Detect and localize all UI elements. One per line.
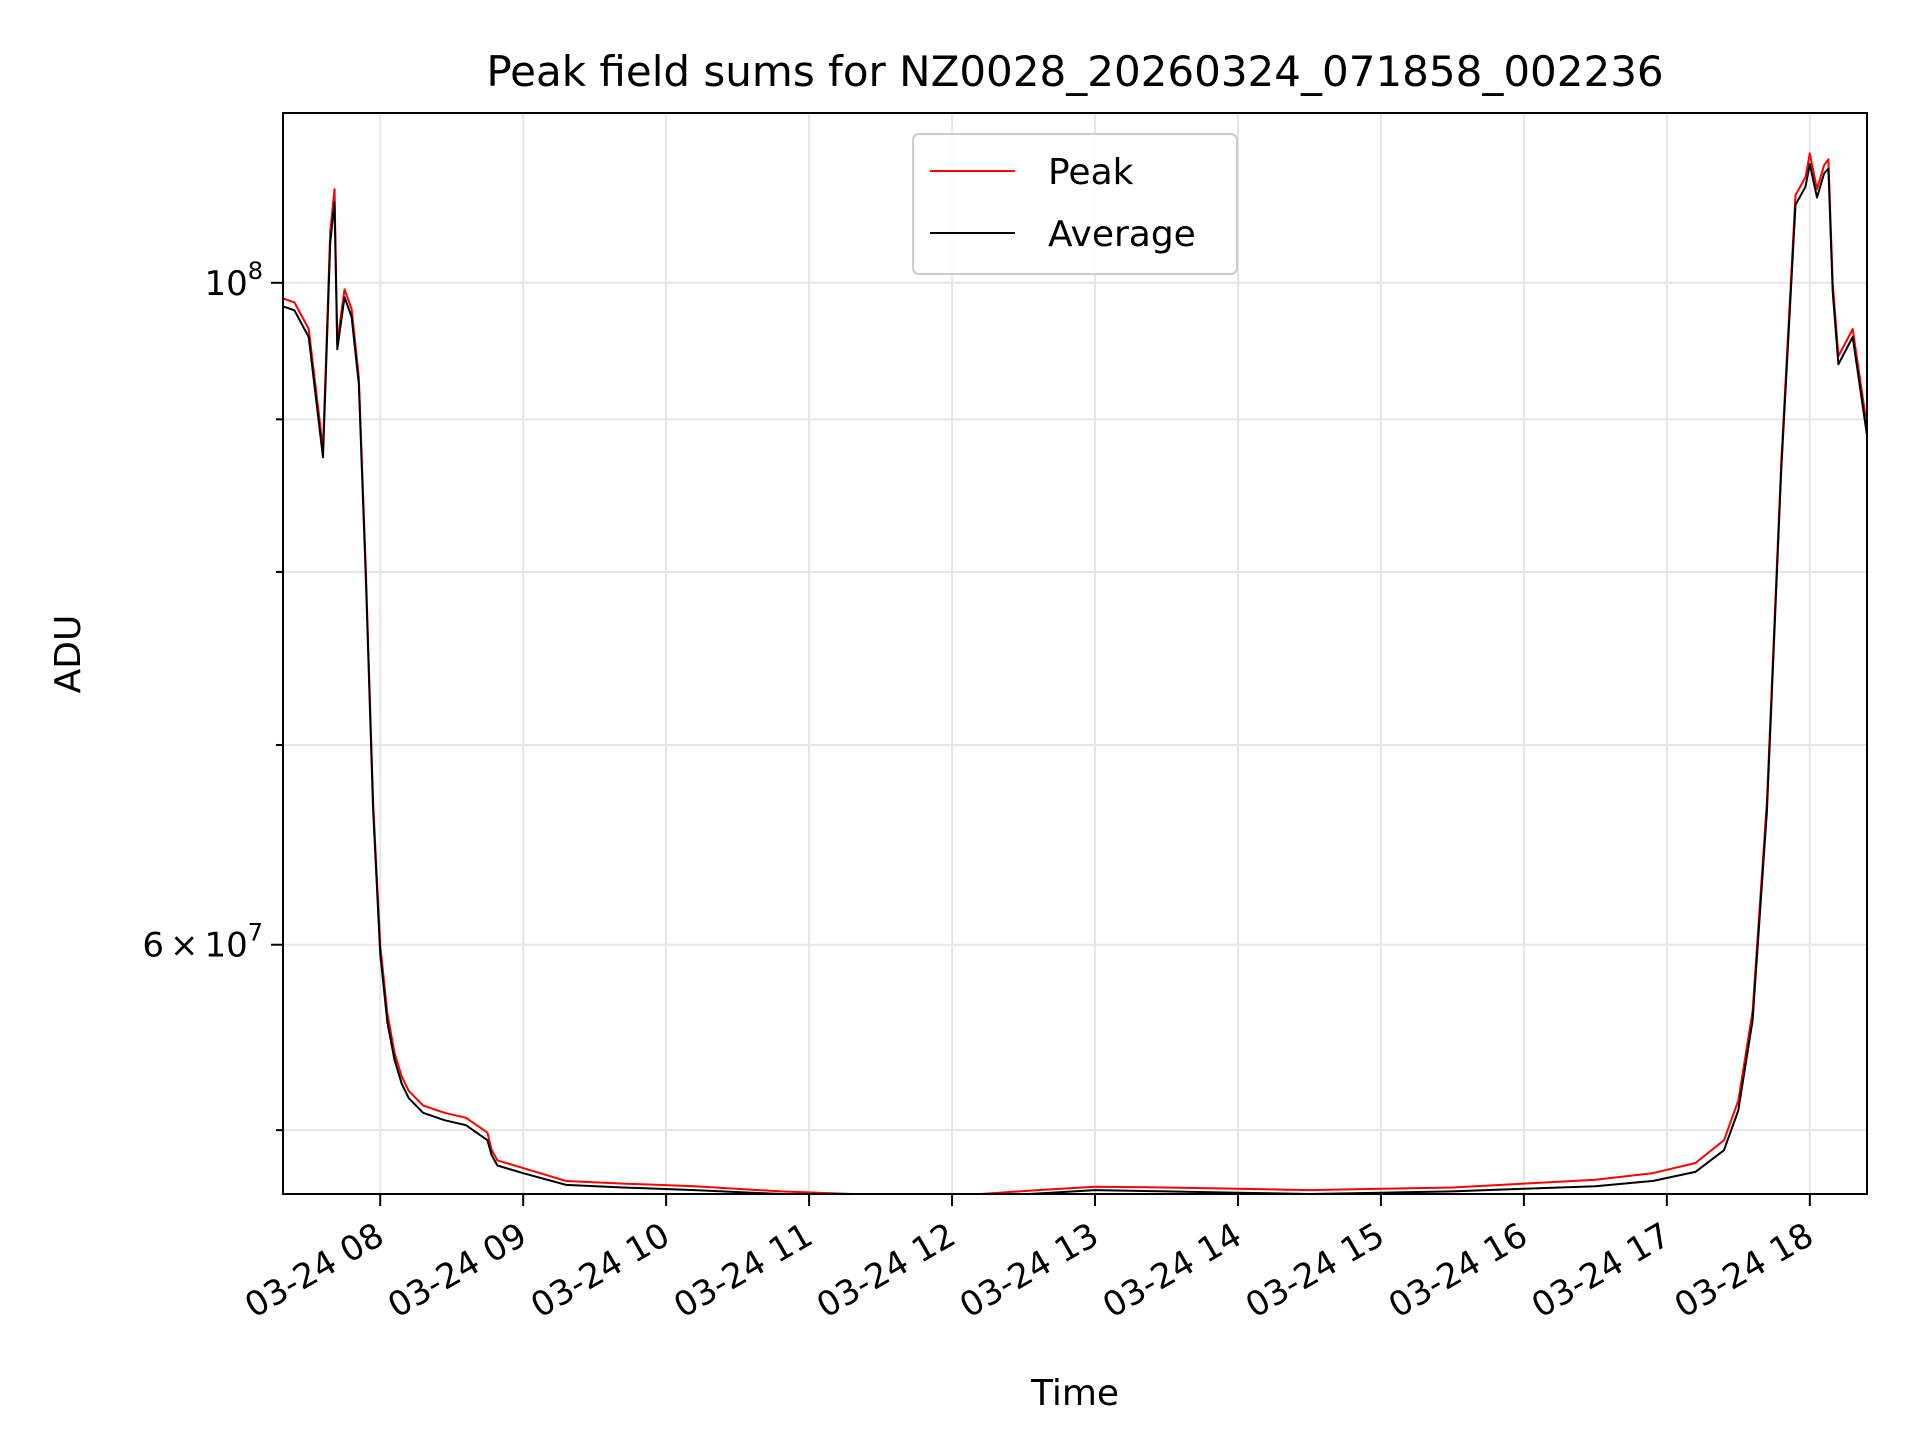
x-axis-label: Time [1030,1373,1119,1414]
legend-label-average: Average [1048,214,1196,255]
series-layer [283,152,1867,1194]
legend-box [912,133,1238,275]
y-tick-ten: 10 [204,264,247,304]
y-tick-mantissa: 6 [142,926,164,966]
y-tick-exponent: 7 [248,919,263,947]
plot-frame [282,112,1868,1195]
legend-label-peak: Peak [1048,152,1134,193]
y-axis-label: ADU [48,615,89,694]
y-tick-label: 108 [204,257,263,304]
y-tick-label: 6 × 107 [142,919,263,966]
y-tick-times: × [170,926,199,966]
y-tick-exponent: 8 [248,257,263,285]
series-line-average [283,163,1867,1194]
chart-title: Peak field sums for NZ0028_20260324_0718… [486,47,1663,96]
grid [283,113,1867,1194]
y-tick-ten: 10 [204,926,247,966]
legend: Peak Average [912,133,1238,275]
